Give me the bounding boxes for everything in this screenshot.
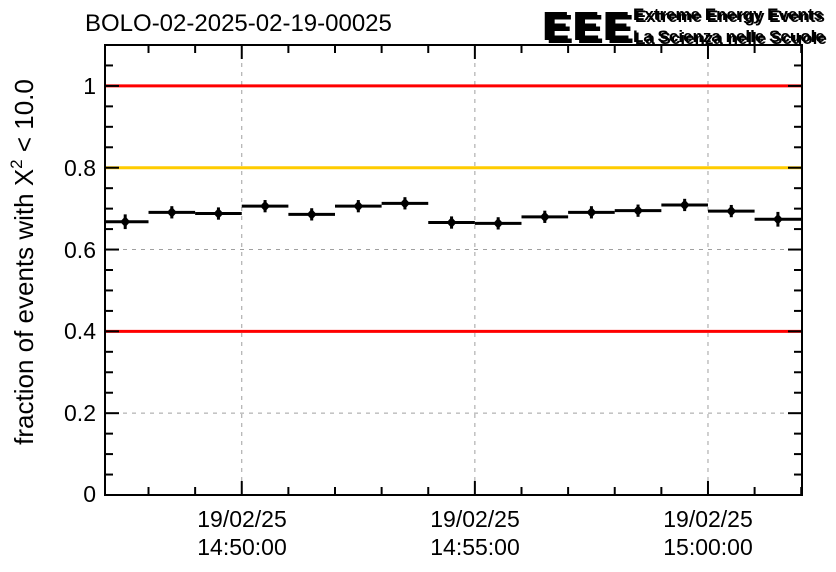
data-point [726, 205, 737, 217]
data-point [260, 200, 271, 212]
data-point [539, 211, 550, 223]
y-tick-label: 1 [83, 73, 96, 99]
y-tick-label: 0.8 [64, 155, 96, 181]
y-tick-label: 0.2 [64, 400, 96, 426]
data-point [446, 217, 457, 229]
data-point [306, 208, 317, 220]
eee-logo-line1-shadow: Extreme Energy Events [635, 7, 825, 26]
axis-ticks [105, 45, 803, 496]
x-tick-label-time: 15:00:00 [663, 534, 753, 560]
eee-logo-line2-shadow: La Scienza nelle Scuole [635, 29, 827, 48]
y-axis-title-post: < 10.0 [9, 79, 39, 159]
y-axis-title-sup: 2 [7, 159, 26, 168]
data-point [633, 205, 644, 217]
plot-frame [104, 44, 803, 496]
reference-lines [105, 84, 802, 333]
eee-logo: EEE EEE Extreme Energy Events Extreme En… [542, 3, 827, 52]
data-point [586, 206, 597, 218]
data-point [213, 208, 224, 220]
eee-logo-line2: La Scienza nelle Scuole [633, 27, 825, 46]
data-point [399, 197, 410, 209]
gridlines [105, 45, 802, 495]
data-point [679, 199, 690, 211]
x-tick-label-date: 19/02/25 [197, 506, 287, 532]
x-tick-label-date: 19/02/25 [430, 506, 520, 532]
data-series [105, 197, 802, 230]
y-axis-labels: 0 0.2 0.4 0.6 0.8 1 [64, 73, 96, 507]
y-tick-label: 0 [83, 481, 96, 507]
eee-logo-acronym: EEE [542, 3, 633, 49]
y-tick-label: 0.4 [64, 318, 96, 344]
data-point [493, 217, 504, 229]
x-tick-label-date: 19/02/25 [663, 506, 753, 532]
x-tick-label-time: 14:50:00 [197, 534, 287, 560]
x-axis-labels: 19/02/25 14:50:00 19/02/25 14:55:00 19/0… [197, 506, 753, 560]
data-point [353, 200, 364, 212]
data-point [772, 213, 783, 225]
data-point [166, 206, 177, 218]
y-tick-label: 0.6 [64, 237, 96, 263]
plot-title: BOLO-02-2025-02-19-00025 [85, 10, 392, 37]
data-point [120, 216, 131, 228]
eee-logo-line1: Extreme Energy Events [633, 5, 823, 24]
y-axis-title-pre: fraction of events with X [9, 169, 39, 445]
eee-logo-acronym-shadow: EEE [546, 6, 637, 52]
y-axis-title: fraction of events with X2 < 10.0 [7, 79, 39, 445]
x-tick-label-time: 14:55:00 [430, 534, 520, 560]
